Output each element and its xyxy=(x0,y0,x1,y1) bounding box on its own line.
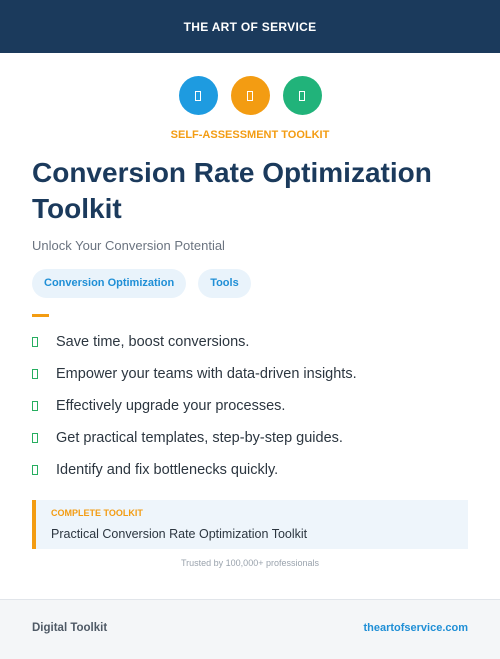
benefit-text: Get practical templates, step-by-step gu… xyxy=(56,430,343,446)
toolkit-kicker: SELF-ASSESSMENT TOOLKIT xyxy=(170,129,330,141)
check-icon xyxy=(32,433,38,443)
placeholder-glyph-icon xyxy=(195,90,201,101)
page-subtitle: Unlock Your Conversion Potential xyxy=(32,238,225,253)
footer: Digital Toolkit theartofservice.com xyxy=(0,599,500,659)
list-item: Empower your teams with data-driven insi… xyxy=(32,366,357,382)
benefit-text: Empower your teams with data-driven insi… xyxy=(56,366,357,382)
page-title: Conversion Rate Optimization Toolkit xyxy=(32,157,432,224)
benefit-text: Effectively upgrade your processes. xyxy=(56,398,286,414)
placeholder-glyph-icon xyxy=(299,90,305,101)
check-icon xyxy=(32,337,38,347)
brand-name: THE ART OF SERVICE xyxy=(183,19,317,34)
list-item: Save time, boost conversions. xyxy=(32,334,357,350)
check-icon xyxy=(32,369,38,379)
accent-divider xyxy=(32,314,49,317)
icon-row xyxy=(0,76,500,115)
blue-circle-icon xyxy=(178,76,218,115)
placeholder-glyph-icon xyxy=(247,90,253,101)
callout-label: COMPLETE TOOLKIT xyxy=(51,508,143,518)
list-item: Identify and fix bottlenecks quickly. xyxy=(32,462,357,478)
callout-text: Practical Conversion Rate Optimization T… xyxy=(51,527,308,541)
orange-circle-icon xyxy=(230,76,270,115)
benefit-text: Identify and fix bottlenecks quickly. xyxy=(56,462,279,478)
benefit-list: Save time, boost conversions. Empower yo… xyxy=(32,334,357,494)
trust-line: Trusted by 100,000+ professionals xyxy=(180,558,319,568)
website-link[interactable]: theartofservice.com xyxy=(363,622,468,634)
header-bar: THE ART OF SERVICE xyxy=(0,0,500,53)
footer-label: Digital Toolkit xyxy=(32,622,108,634)
check-icon xyxy=(32,401,38,411)
tag-list: Conversion Optimization Tools xyxy=(32,269,251,298)
check-icon xyxy=(32,465,38,475)
benefit-text: Save time, boost conversions. xyxy=(56,334,250,350)
list-item: Get practical templates, step-by-step gu… xyxy=(32,430,357,446)
tag-tools[interactable]: Tools xyxy=(198,269,251,298)
tag-conversion-optimization[interactable]: Conversion Optimization xyxy=(32,269,187,298)
list-item: Effectively upgrade your processes. xyxy=(32,398,357,414)
green-circle-icon xyxy=(282,76,322,115)
complete-toolkit-callout: COMPLETE TOOLKIT Practical Conversion Ra… xyxy=(32,500,468,549)
